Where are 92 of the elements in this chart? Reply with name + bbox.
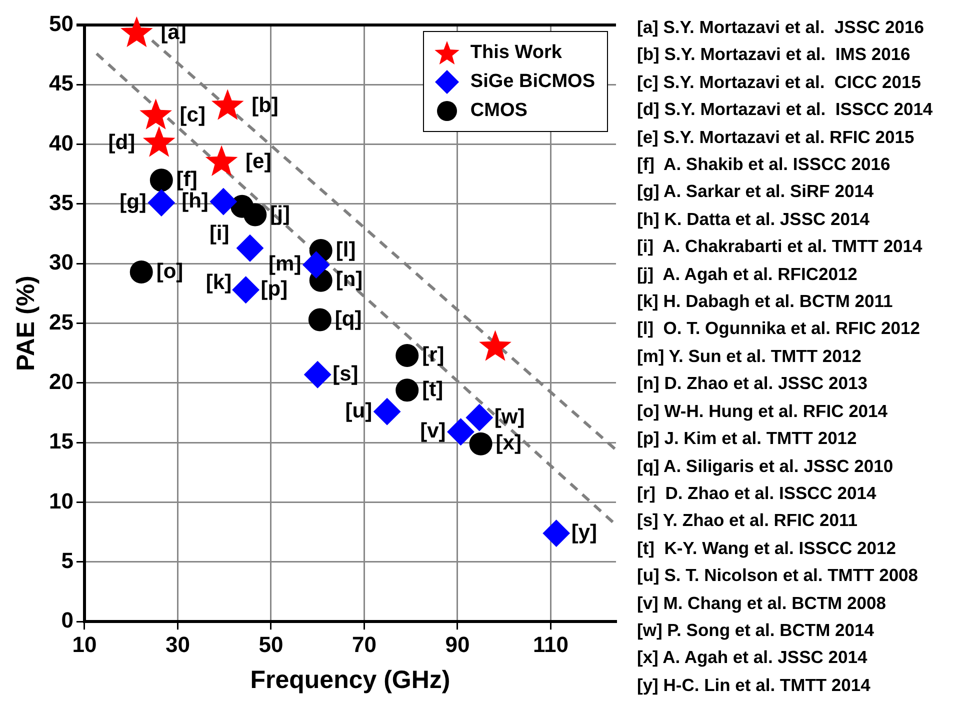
annotation: [e] [246,150,272,174]
text: [a] S.Y. Mortazavi et al. JSSC 2016 [637,16,925,39]
text: [o] W-H. Hung et al. RFIC 2014 [637,400,888,423]
y-axis-title: PAE (%) [12,276,40,371]
point [304,361,332,388]
point [142,126,176,157]
annotation: [n] [336,268,363,292]
point [211,89,244,120]
point [205,145,238,176]
point [542,520,570,547]
y-tick-label: 0 [61,608,74,633]
x-axis-title: Frequency (GHz) [250,666,450,694]
text: [y] H-C. Lin et al. TMTT 2014 [637,674,872,697]
point [396,378,419,402]
point [469,432,492,456]
point [140,98,172,130]
y-tick-label: 25 [48,309,74,334]
y-tick-label: 10 [48,488,74,514]
annotation: [p] [260,278,288,301]
text: [k] H. Dabagh et al. BCTM 2011 [637,290,894,314]
x-tick-label: 70 [352,632,376,657]
point [232,276,260,304]
text: [u] S. T. Nicolson et al. TMTT 2008 [637,564,920,588]
annotation: [g] [120,190,146,214]
text: [d] S.Y. Mortazavi et al. ISSCC 2014 [637,98,933,122]
text: [b] S.Y. Mortazavi et al. IMS 2016 [637,43,912,66]
text: [t] K-Y. Wang et al. ISSCC 2012 [637,536,897,560]
annotation: [q] [334,308,362,331]
annotation: [r] [422,343,444,366]
y-tick-label: 30 [48,250,74,275]
point [302,251,330,278]
annotation: [k] [206,271,232,294]
annotation: [b] [252,94,278,117]
y-tick-label: 20 [48,369,74,394]
point [130,260,153,284]
text: [p] J. Kim et al. TMTT 2012 [637,427,858,450]
legend-label: This Work [470,42,562,64]
text: [n] D. Zhao et al. JSSC 2013 [637,372,868,396]
y-tick-label: 35 [48,190,74,216]
x-tick-label: 50 [258,632,284,657]
annotation: [d] [108,130,136,154]
point [210,188,237,216]
annotation: [y] [571,521,597,544]
text: [s] Y. Zhao et al. RFIC 2011 [637,509,858,532]
annotation: [t] [422,378,444,401]
annotation: [l] [336,238,356,262]
x-tick-label: 90 [445,632,470,657]
annotation: [s] [332,362,358,386]
annotation: [o] [156,260,184,283]
annotation: [v] [420,420,446,443]
point [396,344,419,368]
point [120,16,153,48]
text: [m] Y. Sun et al. TMTT 2012 [637,344,862,368]
annotation: [c] [180,103,206,126]
legend-label: SiGe BiCMOS [470,70,595,92]
text: [x] A. Agah et al. JSSC 2014 [637,646,868,670]
x-tick-label: 30 [165,632,190,657]
point [244,203,267,226]
point [466,404,493,432]
text: [v] M. Chang et al. BCTM 2008 [637,592,887,615]
text: [i] A. Chakrabarti et al. TMTT 2014 [637,235,924,258]
x-tick-label: 110 [532,632,568,657]
annotation: [f] [176,168,198,191]
text: [g] A. Sarkar et al. SiRF 2014 [637,180,875,204]
point [374,398,401,426]
annotation: [x] [496,432,522,455]
annotation: [m] [268,252,302,276]
annotation: [i] [209,222,230,245]
point [236,234,264,262]
y-tick-label: 50 [48,11,74,36]
annotation: [u] [345,399,372,422]
y-tick-label: 40 [48,130,74,156]
text: [w] P. Song et al. BCTM 2014 [637,618,875,642]
annotation: [j] [270,202,290,226]
text: [q] A. Siligaris et al. JSSC 2010 [637,454,894,478]
annotation: [w] [494,405,525,428]
y-tick-label: 15 [48,428,74,454]
y-tick-label: 5 [61,548,74,574]
text: [f] A. Shakib et al. ISSCC 2016 [637,153,892,176]
point [150,168,173,192]
text: [e] S.Y. Mortazavi et al. RFIC 2015 [637,126,916,149]
annotation: [h] [182,189,208,212]
text: [j] A. Agah et al. RFIC2012 [637,262,858,286]
y-tick-label: 45 [48,70,74,96]
legend-label: CMOS [470,100,528,122]
point [447,418,474,446]
text: [l] O. T. Ogunnika et al. RFIC 2012 [637,317,921,340]
text: [c] S.Y. Mortazavi et al. CICC 2015 [637,70,922,94]
text: [h] K. Datta et al. JSSC 2014 [637,208,870,231]
point [148,189,175,216]
text: [r] D. Zhao et al. ISSCC 2014 [637,482,878,505]
point [308,308,332,332]
